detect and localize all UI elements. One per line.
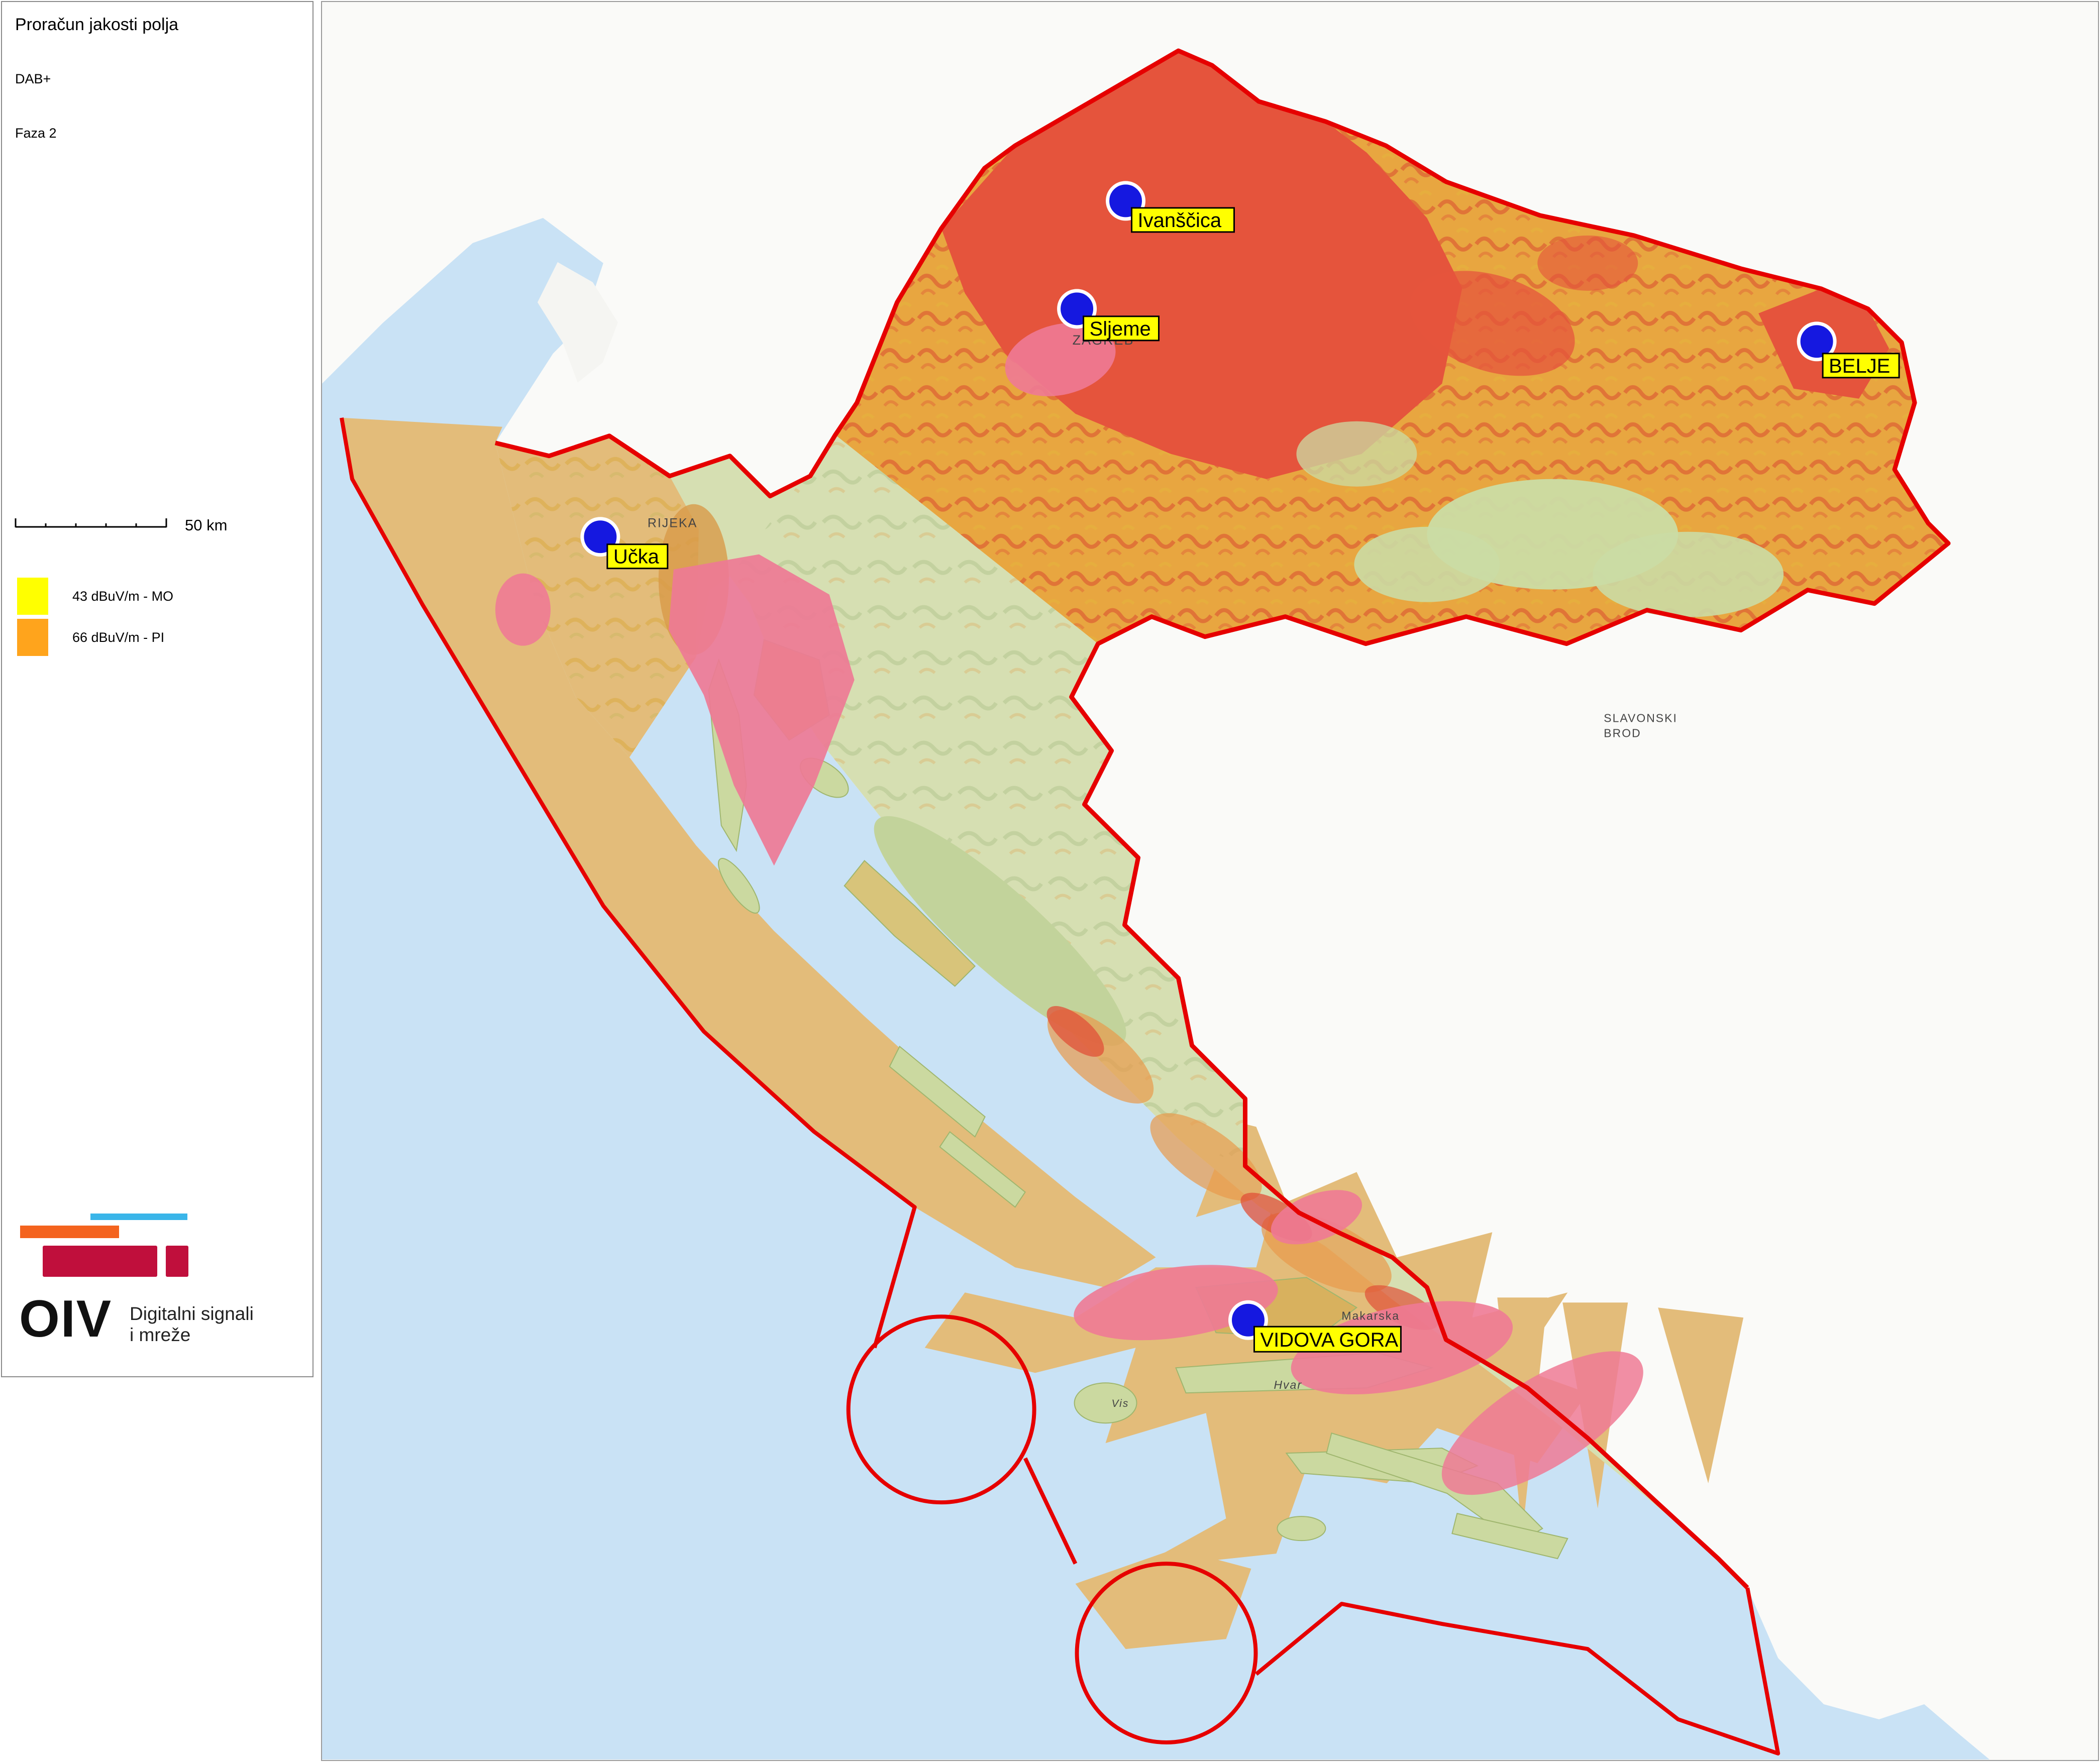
coverage-map: ZAGREB RIJEKA SLAVONSKI BROD Makarska Hv… xyxy=(322,2,2098,1760)
pink-vidova-west xyxy=(1074,1265,1278,1341)
terrain-coast-orange-2 xyxy=(1150,1113,1262,1201)
logo-abbr: OIV xyxy=(19,1290,113,1348)
island-vis xyxy=(1074,1382,1137,1424)
gulf-peninsula xyxy=(537,262,618,383)
terrain-red-kalnik xyxy=(1537,235,1638,291)
transmitter-label-box-ucka xyxy=(606,543,669,570)
transmitters: Ivanščica Sljeme BELJE Učka VIDOVA GORA xyxy=(580,181,1900,1353)
island-losinj xyxy=(718,858,760,914)
terrain-green-dilj xyxy=(1593,531,1784,617)
logo-bar-orange xyxy=(20,1226,119,1238)
terrain-green-psunj xyxy=(1354,526,1500,602)
page-title: Proračun jakosti polja xyxy=(15,15,179,34)
phase-label: Faza 2 xyxy=(15,126,57,141)
border-maritime-west xyxy=(340,417,917,1349)
transmitter-label-belje: BELJE xyxy=(1829,355,1890,377)
border-croatia-inland xyxy=(494,48,1951,1590)
legend-item-pi: 66 dBuV/m - PI xyxy=(17,618,164,656)
map-canvas[interactable]: ZAGREB RIJEKA SLAVONSKI BROD Makarska Hv… xyxy=(321,1,2099,1761)
legend-item-mo: 43 dBuV/m - MO xyxy=(17,577,173,615)
transmitter-vidova-gora[interactable]: VIDOVA GORA xyxy=(1228,1300,1402,1353)
island-dugi-otok xyxy=(889,1045,986,1138)
city-vis: Vis xyxy=(1112,1398,1129,1409)
city-brod: BROD xyxy=(1604,727,1641,740)
border-maritime-mid xyxy=(1023,1457,1078,1565)
coverage-sea-west-istria xyxy=(341,417,1156,1288)
pink-zones xyxy=(495,322,1643,1495)
scale-bar-label: 50 km xyxy=(185,516,227,532)
logo-bar-blue xyxy=(90,1214,187,1220)
transmitter-ivanscica[interactable]: Ivanščica xyxy=(1106,181,1235,233)
transmitter-dot-belje xyxy=(1797,321,1837,362)
city-makarska: Makarska xyxy=(1341,1309,1400,1322)
legend-label-pi: 66 dBuV/m - PI xyxy=(72,629,165,645)
border-circle-palagruza xyxy=(1075,1562,1258,1745)
transmitter-belje[interactable]: BELJE xyxy=(1797,321,1900,379)
island-kornati xyxy=(939,1131,1026,1208)
terrain-coast-red-1 xyxy=(1046,1006,1104,1057)
transmitter-label-ucka: Učka xyxy=(613,546,660,568)
city-slavonski: SLAVONSKI xyxy=(1604,712,1677,725)
transmitter-label-vidova-gora: VIDOVA GORA xyxy=(1260,1329,1398,1351)
border-maritime-east xyxy=(1254,1587,1780,1756)
standard-label: DAB+ xyxy=(15,71,51,86)
pink-kvarner xyxy=(668,554,855,866)
city-rijeka: RIJEKA xyxy=(648,516,697,530)
logo-tagline-2: i mreže xyxy=(130,1325,191,1345)
transmitter-label-box-belje xyxy=(1822,353,1900,379)
border-circle-vis xyxy=(846,1314,1036,1505)
legend-swatch-pi xyxy=(17,619,48,656)
transmitter-label-box-ivanscica xyxy=(1131,207,1235,233)
scale-bar-graphic: 50 km xyxy=(15,516,227,532)
coverage-istria-texture xyxy=(495,435,699,757)
legend-swatch-mo xyxy=(17,578,48,615)
terrain-green-moslavina xyxy=(1296,421,1417,487)
oiv-logo: OIV Digitalni signali i mreže xyxy=(2,1205,313,1371)
scale-bar: 50 km xyxy=(14,510,295,532)
pink-vidova-east xyxy=(1291,1301,1513,1395)
pink-novigrad xyxy=(495,573,551,646)
transmitter-label-ivanscica: Ivanščica xyxy=(1138,209,1222,232)
terrain-red-bilogora xyxy=(1410,271,1575,376)
island-pag xyxy=(844,860,976,987)
transmitter-ucka[interactable]: Učka xyxy=(580,517,669,570)
city-hvar: Hvar xyxy=(1274,1378,1302,1391)
island-lastovo xyxy=(1277,1516,1326,1541)
transmitter-label-box-vidova-gora xyxy=(1253,1326,1402,1353)
terrain-texture-lika xyxy=(729,434,1245,1166)
info-panel: Proračun jakosti polja DAB+ Faza 2 50 km… xyxy=(1,1,313,1377)
island-mljet xyxy=(1451,1512,1568,1560)
logo-bar-crimson xyxy=(43,1246,157,1277)
transmitter-label-box-sljeme xyxy=(1083,315,1160,342)
transmitter-sljeme[interactable]: Sljeme xyxy=(1057,289,1160,342)
pink-makarska xyxy=(1441,1351,1643,1495)
border-maritime xyxy=(340,417,1780,1756)
logo-tagline-1: Digitalni signali xyxy=(130,1303,254,1324)
coverage-sea-ray-3 xyxy=(1658,1307,1744,1484)
logo-bar-crimson-small xyxy=(166,1246,188,1277)
transmitter-label-sljeme: Sljeme xyxy=(1090,318,1151,340)
legend-label-mo: 43 dBuV/m - MO xyxy=(72,588,174,604)
terrain-velebit xyxy=(874,816,1126,1046)
